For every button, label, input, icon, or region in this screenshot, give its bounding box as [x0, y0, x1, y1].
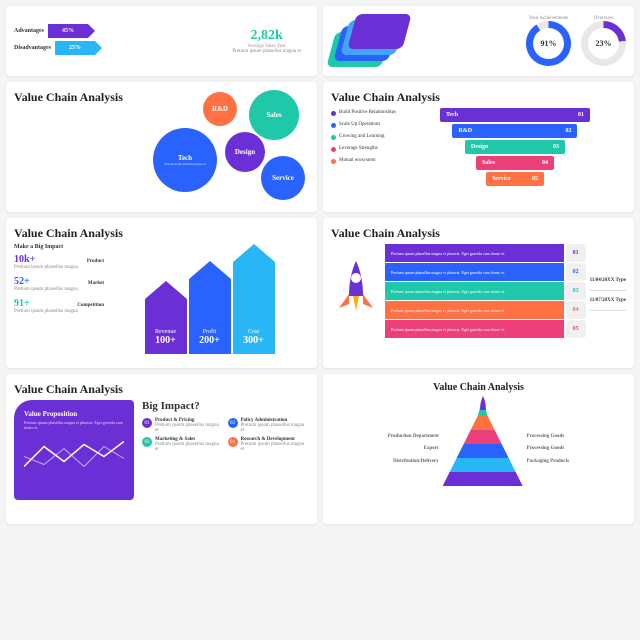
ray-tags: 0102030405 [566, 244, 586, 338]
rocket-icon [331, 256, 381, 326]
pyramid-seg [471, 416, 495, 430]
circle-cluster: R&D SalesDesignTechPretium ipsum phasellu… [149, 90, 309, 200]
ray-tag: 04 [566, 301, 586, 319]
side-date: 11/04/20XX Type [590, 271, 626, 291]
funnel-bar: Service05 [486, 172, 544, 186]
impact-item: 03Marketing & SalesPretium ipsum phasell… [142, 437, 224, 452]
arrow-up: Revenue100+ [145, 299, 187, 354]
ray-tag: 05 [566, 320, 586, 338]
card-layers-donuts: Your Achievements91%Overview23% [323, 6, 634, 76]
title: Value Chain Analysis [331, 90, 626, 104]
card-circles: Value Chain Analysis R&D SalesDesignTechP… [6, 82, 317, 212]
pyramid-labels-right: Processing GoodsProcessing GoodsPackagin… [527, 431, 570, 469]
ray-bar: Pretium ipsum phasellus magna et placera… [385, 320, 564, 338]
circle-node: TechPretium ipsum phasellus magna et [153, 128, 217, 192]
stat-box: 2,82k Average Sales Year Pretium ipsum p… [224, 28, 309, 54]
pyramid [443, 402, 523, 497]
rocket-tip-icon [476, 396, 490, 416]
impact-item: 01Product & PricingPretium ipsum phasell… [142, 418, 224, 433]
pyramid-labels-left: Production DepartmentExportDistribution/… [388, 431, 439, 469]
legend-item: Scale Up Operations [331, 120, 396, 130]
metric: 52+MarketPretium ipsum phasellus magna [14, 276, 104, 292]
title: Value Chain Analysis [331, 226, 626, 240]
legend-item: Mutual ecosystem [331, 156, 396, 166]
vp-sub: Pretium ipsum phasellus magna et placera… [24, 420, 124, 430]
circle-node: Sales [249, 90, 299, 140]
card-3d-arrows: Value Chain Analysis Make a Big Impact 1… [6, 218, 317, 368]
impact-item: 02Policy AdministrationPretium ipsum pha… [228, 418, 310, 433]
card-value-prop: Value Chain Analysis Value Proposition P… [6, 374, 317, 524]
big-impact: Big Impact? [142, 400, 309, 412]
circle-node: Service [261, 156, 305, 200]
ray-tag: 02 [566, 263, 586, 281]
stat-value: 2,82k [232, 28, 301, 44]
line-chart-icon [24, 434, 124, 479]
arrow-bars: Advantages 45% Disadvantages 25% [14, 24, 224, 58]
arrow-up: Profit200+ [189, 279, 231, 354]
arrow-shape: 25% [55, 41, 95, 55]
ray-bar: Pretium ipsum phasellus magna et placera… [385, 263, 564, 281]
ray-bar: Pretium ipsum phasellus magna et placera… [385, 244, 564, 262]
layer [347, 14, 411, 49]
title: Value Chain Analysis [14, 226, 309, 240]
impact-item: 04Research & DevelopmentPretium ipsum ph… [228, 437, 310, 452]
donut-chart: 91% [526, 21, 571, 66]
metric: 91+CompetitionPretium ipsum phasellus ma… [14, 298, 104, 314]
pyr-label: Export [388, 443, 439, 456]
legend-item: Build Positive Relationships [331, 108, 396, 118]
funnel-bar: Design03 [465, 140, 565, 154]
arrow-up: Cost300+ [233, 262, 275, 354]
ray-bar: Pretium ipsum phasellus magna et placera… [385, 301, 564, 319]
card-advantages: Advantages 45% Disadvantages 25% 2,82k Aver… [6, 6, 317, 76]
title: Value Chain Analysis [14, 90, 124, 104]
template-grid: Advantages 45% Disadvantages 25% 2,82k Aver… [0, 0, 640, 640]
legend-item: Growing and Learning [331, 132, 396, 142]
arrow-label: Advantages [14, 28, 44, 34]
card-pyramid: Value Chain Analysis Production Departme… [323, 374, 634, 524]
ray-tag: 01 [566, 244, 586, 262]
donut-chart: 23% [581, 21, 626, 66]
funnel-legend: Build Positive Relationships Scale Up Ope… [331, 108, 396, 186]
pyramid-seg [450, 458, 516, 472]
pyr-label: Production Department [388, 431, 439, 444]
pyr-label: Packaging Products [527, 456, 570, 469]
pyr-label: Processing Goods [527, 431, 570, 444]
title: Value Chain Analysis [433, 382, 524, 394]
card-funnel: Value Chain Analysis Build Positive Rela… [323, 82, 634, 212]
funnel-bar: R&D02 [452, 124, 577, 138]
pyr-label: Distribution/Delivery [388, 456, 439, 469]
side-date: 11/07/20XX Type [590, 291, 626, 311]
title: Value Chain Analysis [14, 382, 309, 396]
layer-stack [331, 14, 411, 69]
legend-item: Leverage Strengths [331, 144, 396, 154]
rays: Pretium ipsum phasellus magna et placera… [385, 244, 564, 338]
arrow-shape: 45% [48, 24, 88, 38]
pyr-label: Processing Goods [527, 443, 570, 456]
funnel: Tech01 R&D02 Design03 Sales04 Service05 [404, 108, 626, 186]
arrows-3d: Revenue100+Profit200+Cost300+ [110, 244, 309, 354]
pyramid-seg [443, 472, 523, 486]
donut-pair: Your Achievements91%Overview23% [526, 16, 626, 66]
circle-node: R&D [203, 92, 237, 126]
heading: Make a Big Impact [14, 244, 104, 250]
pyramid-seg [457, 444, 509, 458]
vp-title: Value Proposition [24, 410, 124, 418]
circle-node: Design [225, 132, 265, 172]
pyramid-seg [464, 430, 502, 444]
stat-sub: Pretium ipsum phasellus magna et [232, 49, 301, 54]
ray-bar: Pretium ipsum phasellus magna et placera… [385, 282, 564, 300]
card-rocket-rays: Value Chain Analysis Pretium ipsum phase… [323, 218, 634, 368]
value-prop-card: Value Proposition Pretium ipsum phasellu… [14, 400, 134, 500]
ray-tag: 03 [566, 282, 586, 300]
funnel-bar: Tech01 [440, 108, 590, 122]
funnel-bar: Sales04 [476, 156, 554, 170]
arrow-label: Disadvantages [14, 45, 51, 51]
metric: 10k+ProductPretium ipsum phasellus magna [14, 254, 104, 270]
